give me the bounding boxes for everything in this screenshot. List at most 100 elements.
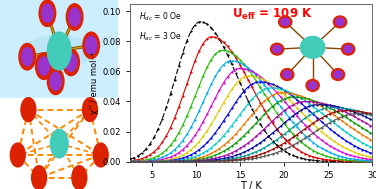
Point	[355, 152, 361, 155]
Point	[171, 158, 177, 161]
Point	[343, 114, 349, 117]
Point	[180, 139, 186, 142]
Point	[265, 144, 271, 147]
Point	[131, 160, 137, 163]
Point	[343, 156, 349, 159]
Point	[200, 74, 206, 77]
Point	[135, 160, 141, 163]
Point	[318, 116, 324, 119]
Point	[327, 121, 333, 124]
Point	[331, 105, 337, 108]
Point	[204, 112, 210, 115]
Point	[278, 87, 284, 90]
Point	[139, 151, 145, 154]
Point	[335, 107, 341, 110]
Point	[298, 94, 304, 98]
Point	[249, 113, 255, 116]
Point	[335, 157, 341, 160]
Point	[237, 95, 243, 98]
Point	[282, 148, 288, 151]
Point	[237, 158, 243, 161]
Point	[274, 87, 280, 90]
Point	[274, 143, 280, 146]
Point	[221, 134, 227, 137]
Text: $\mathbf{U_{eff}}$ = 109 K: $\mathbf{U_{eff}}$ = 109 K	[232, 7, 312, 22]
Point	[180, 51, 186, 54]
Point	[208, 160, 214, 163]
Point	[208, 160, 214, 163]
Point	[139, 160, 145, 163]
Point	[143, 160, 149, 163]
Point	[192, 157, 198, 160]
Point	[343, 131, 349, 134]
Point	[159, 160, 165, 163]
Point	[241, 63, 247, 66]
Point	[318, 103, 324, 106]
Point	[159, 160, 165, 163]
Circle shape	[83, 98, 97, 122]
Point	[278, 91, 284, 94]
Point	[192, 23, 198, 26]
Point	[135, 160, 141, 163]
Point	[351, 158, 357, 161]
Point	[343, 122, 349, 125]
Point	[286, 141, 292, 144]
Point	[367, 118, 373, 121]
Point	[347, 160, 353, 163]
Point	[290, 95, 296, 98]
Point	[135, 160, 141, 163]
Point	[147, 160, 153, 163]
Point	[294, 94, 300, 97]
Point	[351, 160, 357, 163]
Point	[274, 146, 280, 149]
Point	[168, 160, 174, 163]
Point	[151, 150, 157, 153]
Point	[294, 111, 300, 114]
Point	[192, 59, 198, 62]
Point	[155, 160, 161, 163]
Point	[192, 151, 198, 154]
Point	[147, 160, 153, 163]
Point	[282, 141, 288, 144]
Point	[155, 159, 161, 162]
Point	[318, 126, 324, 129]
Circle shape	[72, 166, 87, 189]
Point	[200, 155, 206, 158]
Point	[176, 159, 182, 162]
Point	[335, 110, 341, 113]
Point	[139, 160, 145, 163]
Point	[253, 75, 259, 78]
Point	[327, 112, 333, 115]
Point	[290, 121, 296, 124]
Point	[171, 160, 177, 163]
Point	[131, 160, 137, 163]
Point	[253, 121, 259, 124]
Point	[233, 154, 239, 157]
Point	[298, 119, 304, 122]
Point	[290, 92, 296, 95]
Point	[135, 160, 141, 163]
Point	[188, 160, 194, 163]
Point	[249, 98, 255, 101]
Point	[171, 160, 177, 163]
Point	[290, 95, 296, 98]
Point	[127, 160, 133, 163]
Point	[323, 103, 329, 106]
Point	[282, 89, 288, 92]
Point	[184, 159, 190, 162]
Point	[229, 88, 235, 91]
Point	[196, 50, 202, 53]
Circle shape	[63, 49, 79, 76]
Point	[184, 155, 190, 158]
Point	[127, 160, 133, 163]
Point	[294, 98, 300, 101]
Point	[261, 151, 267, 154]
Point	[290, 103, 296, 106]
Point	[159, 160, 165, 163]
Point	[257, 156, 263, 159]
Point	[196, 160, 202, 163]
Point	[155, 157, 161, 160]
Point	[127, 160, 133, 163]
Point	[188, 148, 194, 151]
Point	[212, 96, 218, 99]
